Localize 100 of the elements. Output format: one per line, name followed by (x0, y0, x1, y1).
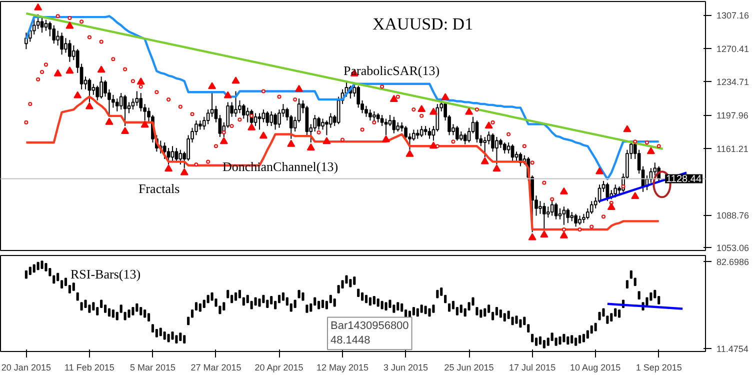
candlestick (570, 212, 574, 222)
candlestick (139, 92, 143, 112)
point (74, 91, 82, 98)
point (429, 142, 438, 149)
y-tick-label: 1197.96 (716, 110, 748, 121)
point (287, 140, 296, 147)
ref-line-label: 1128.44 (666, 174, 702, 186)
point (490, 120, 495, 124)
point (97, 66, 106, 73)
candlestick (198, 120, 202, 130)
candlestick (483, 136, 487, 158)
point (474, 108, 479, 112)
candlestick (174, 147, 178, 164)
point (530, 160, 534, 165)
point (560, 231, 568, 238)
point (85, 102, 94, 110)
point (66, 66, 74, 74)
candlestick (614, 184, 618, 198)
candlestick (100, 76, 104, 100)
candlestick (420, 126, 424, 138)
candlestick (166, 147, 170, 165)
x-tick-label: 5 Mar 2015 (130, 362, 176, 372)
y-tick-label: 1307.16 (716, 10, 750, 21)
line-series (25, 96, 660, 231)
x-tick-label: 11 Feb 2015 (64, 362, 114, 372)
point (542, 180, 546, 185)
point (250, 114, 254, 118)
point (382, 135, 390, 142)
candlestick (502, 142, 506, 154)
candlestick (52, 24, 56, 44)
candlestick (506, 142, 510, 154)
point (590, 224, 594, 229)
point (138, 84, 143, 89)
candlestick (131, 98, 135, 110)
candlestick (356, 85, 360, 108)
point (631, 192, 640, 200)
point (194, 162, 198, 166)
candlestick (510, 144, 514, 162)
point (372, 120, 376, 124)
point (238, 118, 242, 122)
point (36, 77, 40, 82)
y-tick-label: 1088.76 (716, 210, 750, 221)
point (390, 94, 398, 102)
candlestick (325, 120, 328, 136)
point (484, 121, 493, 129)
candlestick (119, 92, 123, 110)
point (87, 35, 92, 40)
x-tick-label: 20 Jan 2015 (1, 362, 51, 372)
point (34, 3, 42, 10)
candlestick (246, 107, 250, 123)
point (418, 104, 426, 112)
candlestick (64, 38, 68, 54)
point (208, 82, 216, 90)
candlestick (412, 129, 416, 142)
point (429, 108, 438, 115)
point (123, 67, 128, 72)
point (607, 202, 616, 210)
candlestick (56, 30, 60, 46)
candlestick (538, 200, 542, 214)
y-tick-label: 1270.41 (716, 44, 750, 54)
candlestick (44, 19, 48, 32)
point (232, 76, 240, 84)
candlestick (590, 200, 594, 214)
x-tick-label: 3 Jun 2015 (384, 362, 428, 372)
point (24, 120, 28, 124)
annotation: RSI-Bars(13) (70, 266, 141, 282)
point (293, 97, 298, 102)
y-tick-label: 1053.06 (716, 243, 750, 254)
point (492, 164, 501, 172)
candlestick (170, 146, 174, 162)
point (56, 14, 60, 18)
candlestick (416, 129, 420, 140)
point (54, 69, 62, 76)
point (420, 114, 424, 118)
point (412, 108, 416, 112)
point (44, 62, 48, 67)
candlestick (392, 116, 396, 134)
candlestick (396, 122, 400, 132)
point (136, 78, 145, 85)
point (316, 130, 321, 134)
point (180, 168, 188, 176)
candlestick (135, 90, 139, 106)
point (540, 230, 548, 238)
point (441, 93, 450, 100)
point (154, 90, 159, 94)
point (522, 144, 526, 148)
candlestick (234, 90, 238, 118)
point (164, 164, 173, 172)
candlestick (424, 126, 428, 136)
line-series (25, 15, 660, 180)
candlestick (266, 110, 270, 126)
point (178, 104, 182, 109)
candlestick (178, 149, 182, 165)
point (528, 233, 536, 240)
point (80, 20, 84, 24)
candlestick (36, 14, 40, 30)
candlestick (123, 94, 127, 126)
candlestick (574, 213, 578, 228)
point (633, 140, 638, 144)
point (506, 132, 511, 136)
